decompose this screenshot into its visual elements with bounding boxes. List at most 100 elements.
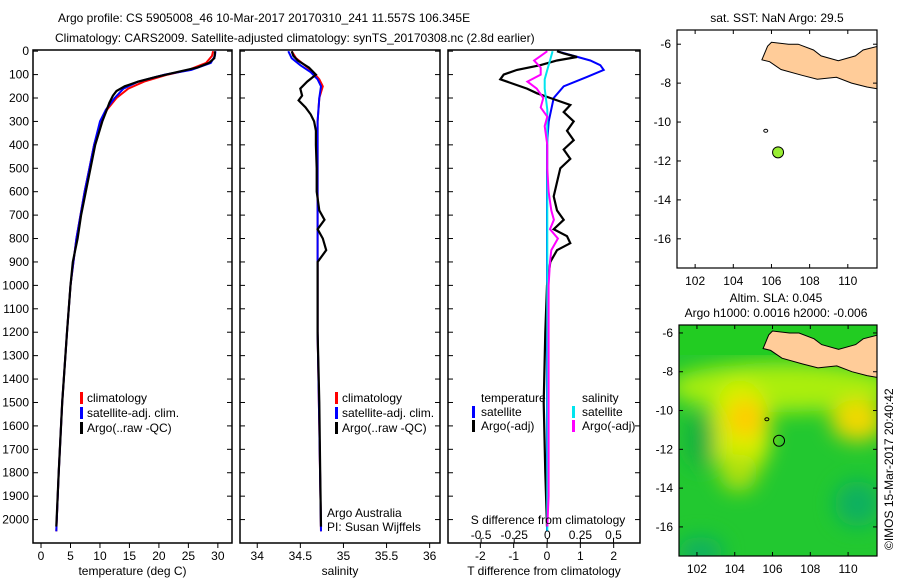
legend-label: Argo(..raw -QC) — [87, 421, 172, 435]
x-tick-label: 30 — [211, 549, 225, 563]
depth-tick-label: 1400 — [2, 372, 29, 386]
argo-float-marker — [772, 146, 785, 159]
legend-label: satellite-adj. clim. — [87, 406, 179, 420]
x-tick-label: 25 — [182, 549, 196, 563]
lon-tick-label: 110 — [838, 274, 857, 288]
panel-difference: -2 -1 0 1 2T difference from climatology temp… — [447, 49, 641, 578]
depth-tick-label: 900 — [9, 255, 29, 269]
legend-label: Argo(-adj) — [481, 419, 534, 433]
legend-heading-temperature: temperature — [481, 391, 546, 405]
legend-label: Argo(-adj) — [582, 419, 635, 433]
map-title: sat. SST: NaN Argo: 29.5 — [710, 11, 844, 25]
lat-tick-label: -8 — [662, 365, 673, 379]
series-line-satellite-adj-clim- — [55, 51, 217, 532]
x-tick-label: 34 — [251, 549, 265, 563]
figure-title-line2: Climatology: CARS2009. Satellite-adjuste… — [55, 31, 535, 45]
depth-tick-label: 1900 — [2, 489, 29, 503]
legend-swatch — [335, 407, 338, 419]
lat-tick-label: -16 — [656, 520, 674, 534]
x-tick-label: 34.5 — [289, 549, 313, 563]
x2-tick-label: -0.5 — [471, 528, 492, 542]
depth-tick-label: 2000 — [2, 513, 29, 527]
lat-tick-label: -12 — [656, 442, 674, 456]
christmas-island — [764, 417, 770, 422]
series-line-satellite-adj-clim- — [287, 50, 323, 532]
legend-swatch — [335, 422, 338, 434]
sla-anomaly-region — [679, 536, 724, 556]
argo-float-marker — [773, 434, 786, 447]
depth-tick-label: 1600 — [2, 419, 29, 433]
depth-tick-label: 200 — [9, 91, 29, 105]
lat-tick-label: -12 — [654, 154, 672, 168]
java-land — [752, 30, 877, 90]
depth-tick-label: 300 — [9, 114, 29, 128]
figure-title-line1: Argo profile: CS 5905008_46 10-Mar-2017 … — [58, 11, 470, 25]
x-axis-label: salinity — [322, 564, 359, 578]
annotation-pi: PI: Susan Wijffels — [327, 520, 421, 534]
legend-swatch — [335, 392, 338, 404]
lon-tick-label: 106 — [761, 274, 781, 288]
x2-tick-label: 0.5 — [605, 528, 622, 542]
series-line-climatology — [55, 50, 215, 532]
x-tick-label: -2 — [475, 549, 486, 563]
legend-label: Argo(..raw -QC) — [342, 421, 427, 435]
depth-tick-label: 1500 — [2, 395, 29, 409]
lon-tick-label: 108 — [800, 274, 820, 288]
depth-tick-label: 100 — [9, 68, 29, 82]
x2-tick-label: 0.25 — [569, 528, 593, 542]
lon-tick-label: 108 — [800, 562, 820, 576]
lon-tick-label: 104 — [725, 562, 745, 576]
legend-label: satellite — [582, 405, 623, 419]
series-line-t-satellite — [546, 50, 606, 532]
legend-label: climatology — [87, 391, 147, 405]
x-tick-label: -1 — [508, 549, 519, 563]
map-title: Altim. SLA: 0.045 — [730, 291, 823, 305]
sla-anomaly-region — [727, 399, 766, 438]
sla-anomaly-region — [830, 399, 877, 442]
lon-tick-label: 106 — [763, 562, 783, 576]
legend-heading-salinity: salinity — [582, 391, 619, 405]
x-tick-label: 35.5 — [375, 549, 399, 563]
lat-tick-label: -10 — [656, 404, 674, 418]
panel-sst_map: 102 104 106 108 110 -6 -8 -10 -12 -14 -16 sat. SST:… — [654, 11, 878, 288]
depth-tick-label: 400 — [9, 138, 29, 152]
legend-swatch — [80, 392, 83, 404]
panel-sla_map: 102 104 106 108 110 -6 -8 -10 -12 -14 -16 Altim. SL… — [656, 291, 878, 576]
series-line-s-argo-adj- — [525, 50, 560, 527]
depth-tick-label: 1100 — [3, 302, 29, 316]
lat-tick-label: -10 — [654, 115, 672, 129]
annotation-argo-australia: Argo Australia — [327, 506, 402, 520]
series-line-argo-raw-qc- — [290, 50, 328, 527]
lat-tick-label: -14 — [656, 481, 674, 495]
x-tick-label: 10 — [93, 549, 107, 563]
depth-tick-label: 1200 — [2, 325, 29, 339]
map-frame — [678, 324, 878, 557]
x-tick-label: 0 — [544, 549, 551, 563]
x-tick-label: 2 — [610, 549, 617, 563]
map-area — [752, 30, 877, 159]
depth-tick-label: 0 — [22, 44, 29, 58]
x2-tick-label: 0 — [544, 528, 551, 542]
map-subtitle: Argo h1000: 0.0016 h2000: -0.006 — [685, 306, 868, 320]
x2-tick-label: -0.25 — [501, 528, 529, 542]
plot-frame — [447, 49, 641, 544]
panel-salinity: 34 34.5 35 35.5 36 salinity climatologysatelli… — [239, 49, 441, 578]
lat-tick-label: -16 — [654, 232, 672, 246]
x-axis-label: temperature (deg C) — [78, 564, 186, 578]
x-tick-label: 36 — [423, 549, 437, 563]
legend-label: satellite — [481, 405, 522, 419]
sla-anomaly-region — [719, 453, 758, 492]
lon-tick-label: 102 — [685, 274, 705, 288]
sla-anomaly-region — [685, 411, 716, 469]
imos-credit: ©IMOS 15-Mar-2017 20:40:42 — [882, 388, 896, 550]
lat-tick-label: -6 — [662, 326, 673, 340]
lat-tick-label: -6 — [660, 37, 671, 51]
x-tick-label: 0 — [38, 549, 45, 563]
depth-tick-label: 1800 — [2, 466, 29, 480]
x-tick-label: 5 — [67, 549, 74, 563]
legend-swatch — [80, 407, 83, 419]
series-line-argo-raw-qc- — [55, 51, 216, 527]
depth-tick-label: 700 — [9, 208, 29, 222]
series-line-t-argo-adj- — [498, 50, 578, 527]
